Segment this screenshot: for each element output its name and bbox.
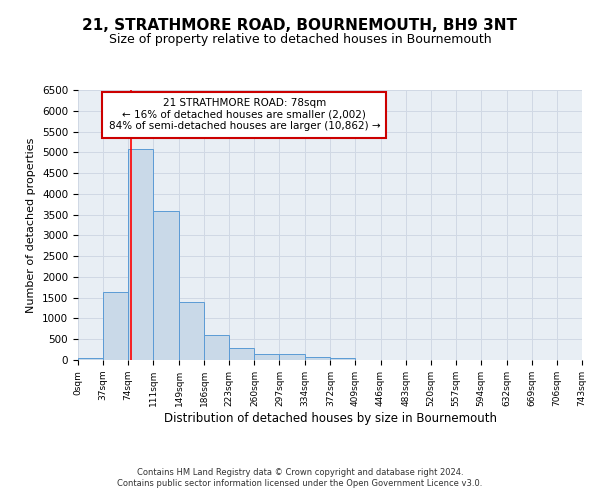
Text: 21, STRATHMORE ROAD, BOURNEMOUTH, BH9 3NT: 21, STRATHMORE ROAD, BOURNEMOUTH, BH9 3N… bbox=[83, 18, 517, 32]
Text: 21 STRATHMORE ROAD: 78sqm
← 16% of detached houses are smaller (2,002)
84% of se: 21 STRATHMORE ROAD: 78sqm ← 16% of detac… bbox=[109, 98, 380, 132]
Bar bbox=[153, 212, 179, 360]
Text: Contains HM Land Registry data © Crown copyright and database right 2024.
Contai: Contains HM Land Registry data © Crown c… bbox=[118, 468, 482, 487]
Bar bbox=[78, 358, 103, 360]
Bar bbox=[103, 292, 128, 360]
X-axis label: Distribution of detached houses by size in Bournemouth: Distribution of detached houses by size … bbox=[163, 412, 497, 424]
Text: Size of property relative to detached houses in Bournemouth: Size of property relative to detached ho… bbox=[109, 32, 491, 46]
Bar bbox=[128, 149, 153, 360]
Y-axis label: Number of detached properties: Number of detached properties bbox=[26, 138, 37, 312]
Bar bbox=[204, 334, 229, 360]
Bar bbox=[179, 302, 204, 360]
Bar bbox=[229, 348, 254, 360]
Bar bbox=[305, 356, 331, 360]
Bar bbox=[254, 354, 280, 360]
Bar bbox=[331, 358, 355, 360]
Bar bbox=[280, 354, 305, 360]
